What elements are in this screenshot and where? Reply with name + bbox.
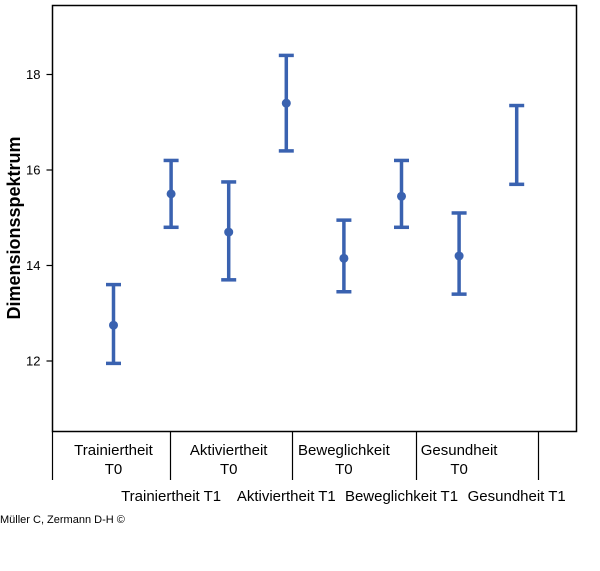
y-tick-label: 18 — [26, 67, 40, 82]
x-category-label: T0 — [220, 461, 238, 478]
y-tick-label: 16 — [26, 163, 40, 178]
x-category-label: Aktiviertheit T1 — [237, 488, 336, 505]
mean-point — [281, 98, 291, 108]
mean-point — [454, 251, 464, 261]
y-tick-label: 12 — [26, 354, 40, 369]
x-category-label: Beweglichkeit T1 — [345, 488, 458, 505]
credit-text: Müller C, Zermann D-H © — [0, 514, 125, 526]
x-category-label: Gesundheit — [421, 442, 499, 459]
x-category-label: T0 — [450, 461, 468, 478]
mean-point — [224, 227, 234, 237]
x-category-label: Trainiertheit — [74, 442, 153, 459]
y-axis: 12 14 16 18 — [26, 67, 53, 369]
x-category-label: T0 — [335, 461, 353, 478]
plot-frame — [51, 4, 578, 433]
y-tick-label: 14 — [26, 258, 40, 273]
x-category-label: Beweglichkeit — [298, 442, 391, 459]
x-axis-dividers — [51, 431, 540, 480]
mean-point — [166, 189, 176, 199]
mean-point — [397, 191, 406, 201]
error-bars — [106, 53, 525, 366]
mean-point — [109, 320, 118, 330]
x-axis-labels: Trainiertheit T0 Trainiertheit T1 Aktiviert… — [74, 442, 566, 505]
x-category-label: T0 — [105, 461, 123, 478]
x-category-label: Aktiviertheit — [190, 442, 268, 459]
x-category-label: Gesundheit T1 — [468, 488, 566, 505]
x-category-label: Trainiertheit T1 — [121, 488, 221, 505]
y-axis-label: Dimensionsspektrum — [4, 136, 24, 319]
mean-point — [339, 253, 349, 263]
